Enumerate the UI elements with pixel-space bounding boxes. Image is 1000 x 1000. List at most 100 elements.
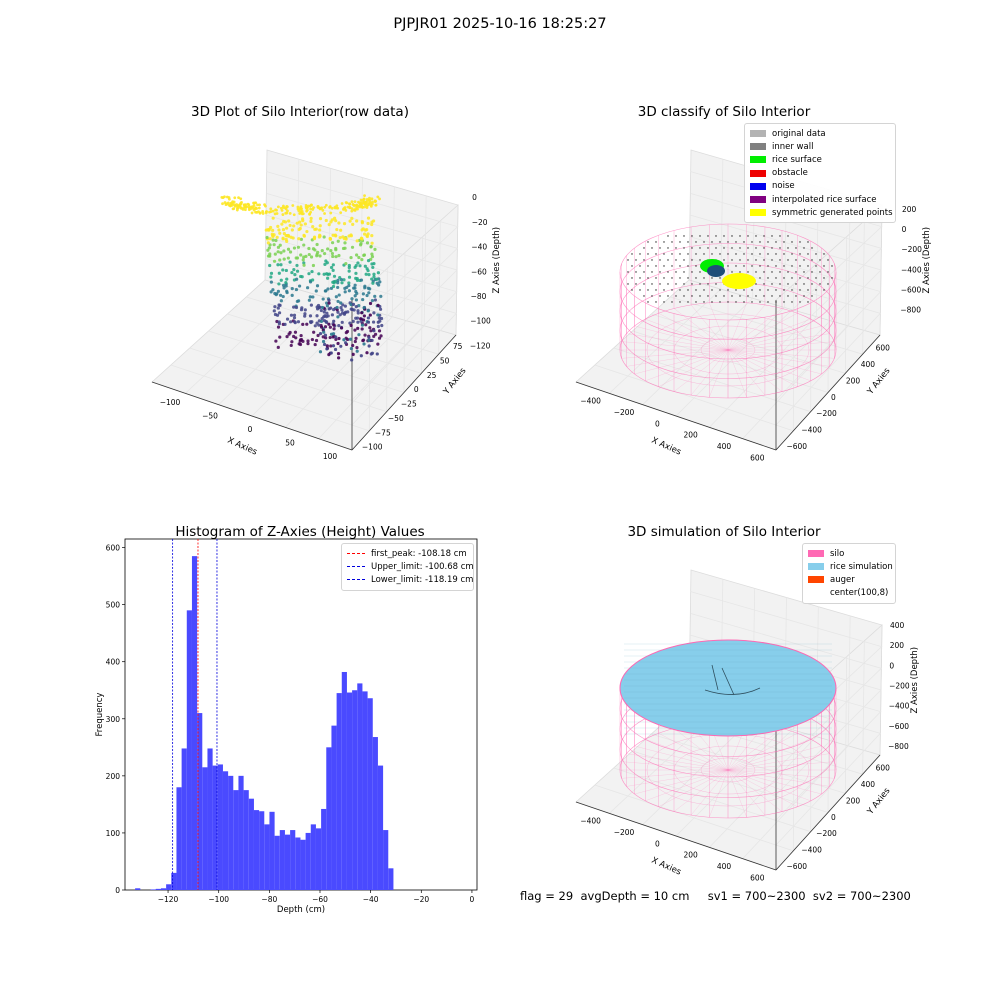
noise-point	[727, 265, 729, 267]
data-point	[354, 336, 358, 340]
data-point	[337, 293, 341, 297]
data-point	[354, 298, 358, 302]
data-point	[314, 338, 319, 343]
noise-point	[699, 271, 701, 273]
data-point	[223, 201, 227, 204]
legend-item: noise	[750, 180, 890, 193]
data-point	[269, 275, 273, 279]
data-point	[326, 272, 330, 276]
grid-line	[318, 195, 427, 439]
data-point	[329, 211, 333, 215]
data-point	[353, 328, 357, 332]
noise-point	[775, 253, 777, 255]
legend-label: Upper_limit: -100.68 cm	[371, 561, 474, 572]
data-point	[308, 314, 313, 318]
data-point	[334, 295, 338, 299]
noise-point	[651, 259, 653, 261]
noise-point	[731, 247, 733, 249]
noise-point	[807, 289, 809, 291]
noise-point	[627, 283, 629, 285]
noise-point	[787, 295, 789, 297]
noise-point	[723, 235, 725, 237]
noise-point	[751, 241, 753, 243]
data-point	[258, 203, 261, 207]
data-point	[351, 302, 356, 306]
noise-point	[647, 277, 649, 279]
histogram-legend: first_peak: -108.18 cm Upper_limit: -100.…	[341, 543, 474, 591]
legend-label: symmetric generated points	[772, 207, 893, 218]
noise-point	[735, 301, 737, 303]
data-point	[269, 271, 274, 275]
data-point	[308, 280, 313, 284]
data-point	[334, 248, 338, 252]
data-point	[268, 225, 273, 230]
data-point	[266, 241, 270, 245]
data-point	[321, 297, 325, 301]
noise-point	[667, 247, 669, 249]
noise-point	[791, 253, 793, 255]
data-point	[356, 326, 360, 330]
legend-item: symmetric generated points	[750, 206, 893, 219]
y-tick-label: −600	[786, 442, 807, 451]
data-point	[359, 319, 363, 323]
histogram-bar	[383, 830, 389, 890]
legend-item: first_peak: -108.18 cm	[347, 547, 468, 560]
data-point	[279, 206, 283, 210]
data-point	[305, 322, 309, 326]
data-point	[347, 263, 351, 268]
data-point	[301, 219, 305, 223]
data-point	[296, 299, 301, 303]
noise-point	[735, 265, 737, 267]
noise-point	[667, 259, 669, 261]
noise-point	[791, 301, 793, 303]
data-point	[292, 313, 297, 317]
data-point	[301, 322, 305, 327]
data-point	[370, 220, 374, 224]
data-point	[239, 205, 243, 209]
data-point	[277, 271, 281, 275]
data-point	[335, 308, 339, 312]
data-point	[298, 212, 302, 215]
noise-point	[747, 271, 749, 273]
noise-point	[779, 235, 781, 237]
data-point	[276, 325, 281, 329]
x-tick-label: 0	[470, 895, 475, 904]
noise-point	[787, 283, 789, 285]
noise-point	[675, 247, 677, 249]
data-point	[276, 306, 280, 310]
data-point	[338, 276, 342, 280]
noise-point	[763, 295, 765, 297]
data-point	[325, 344, 329, 348]
data-point	[308, 295, 312, 299]
data-point	[324, 336, 328, 340]
data-point	[318, 350, 323, 354]
noise-point	[659, 247, 661, 249]
data-point	[351, 222, 355, 227]
data-point	[274, 238, 278, 243]
noise-point	[739, 271, 741, 273]
noise-point	[763, 271, 765, 273]
data-point	[342, 278, 346, 282]
noise-point	[703, 277, 705, 279]
data-point	[271, 288, 275, 292]
z-tick-label: −200	[889, 681, 910, 690]
x-tick-label: 200	[684, 851, 699, 860]
data-point	[331, 284, 336, 289]
noise-point	[767, 241, 769, 243]
silo-floor-ring	[700, 757, 756, 783]
data-point	[335, 204, 339, 208]
data-point	[360, 257, 364, 262]
data-point	[287, 219, 291, 223]
noise-point	[659, 295, 661, 297]
noise-point	[795, 247, 797, 249]
data-point	[334, 255, 338, 259]
noise-point	[639, 265, 641, 267]
data-point	[356, 205, 360, 209]
data-point	[333, 216, 337, 220]
noise-point	[703, 301, 705, 303]
data-point	[253, 207, 257, 211]
noise-point	[643, 295, 645, 297]
data-point	[371, 265, 375, 270]
data-point	[345, 337, 350, 342]
x-tick-label: −400	[580, 817, 601, 826]
